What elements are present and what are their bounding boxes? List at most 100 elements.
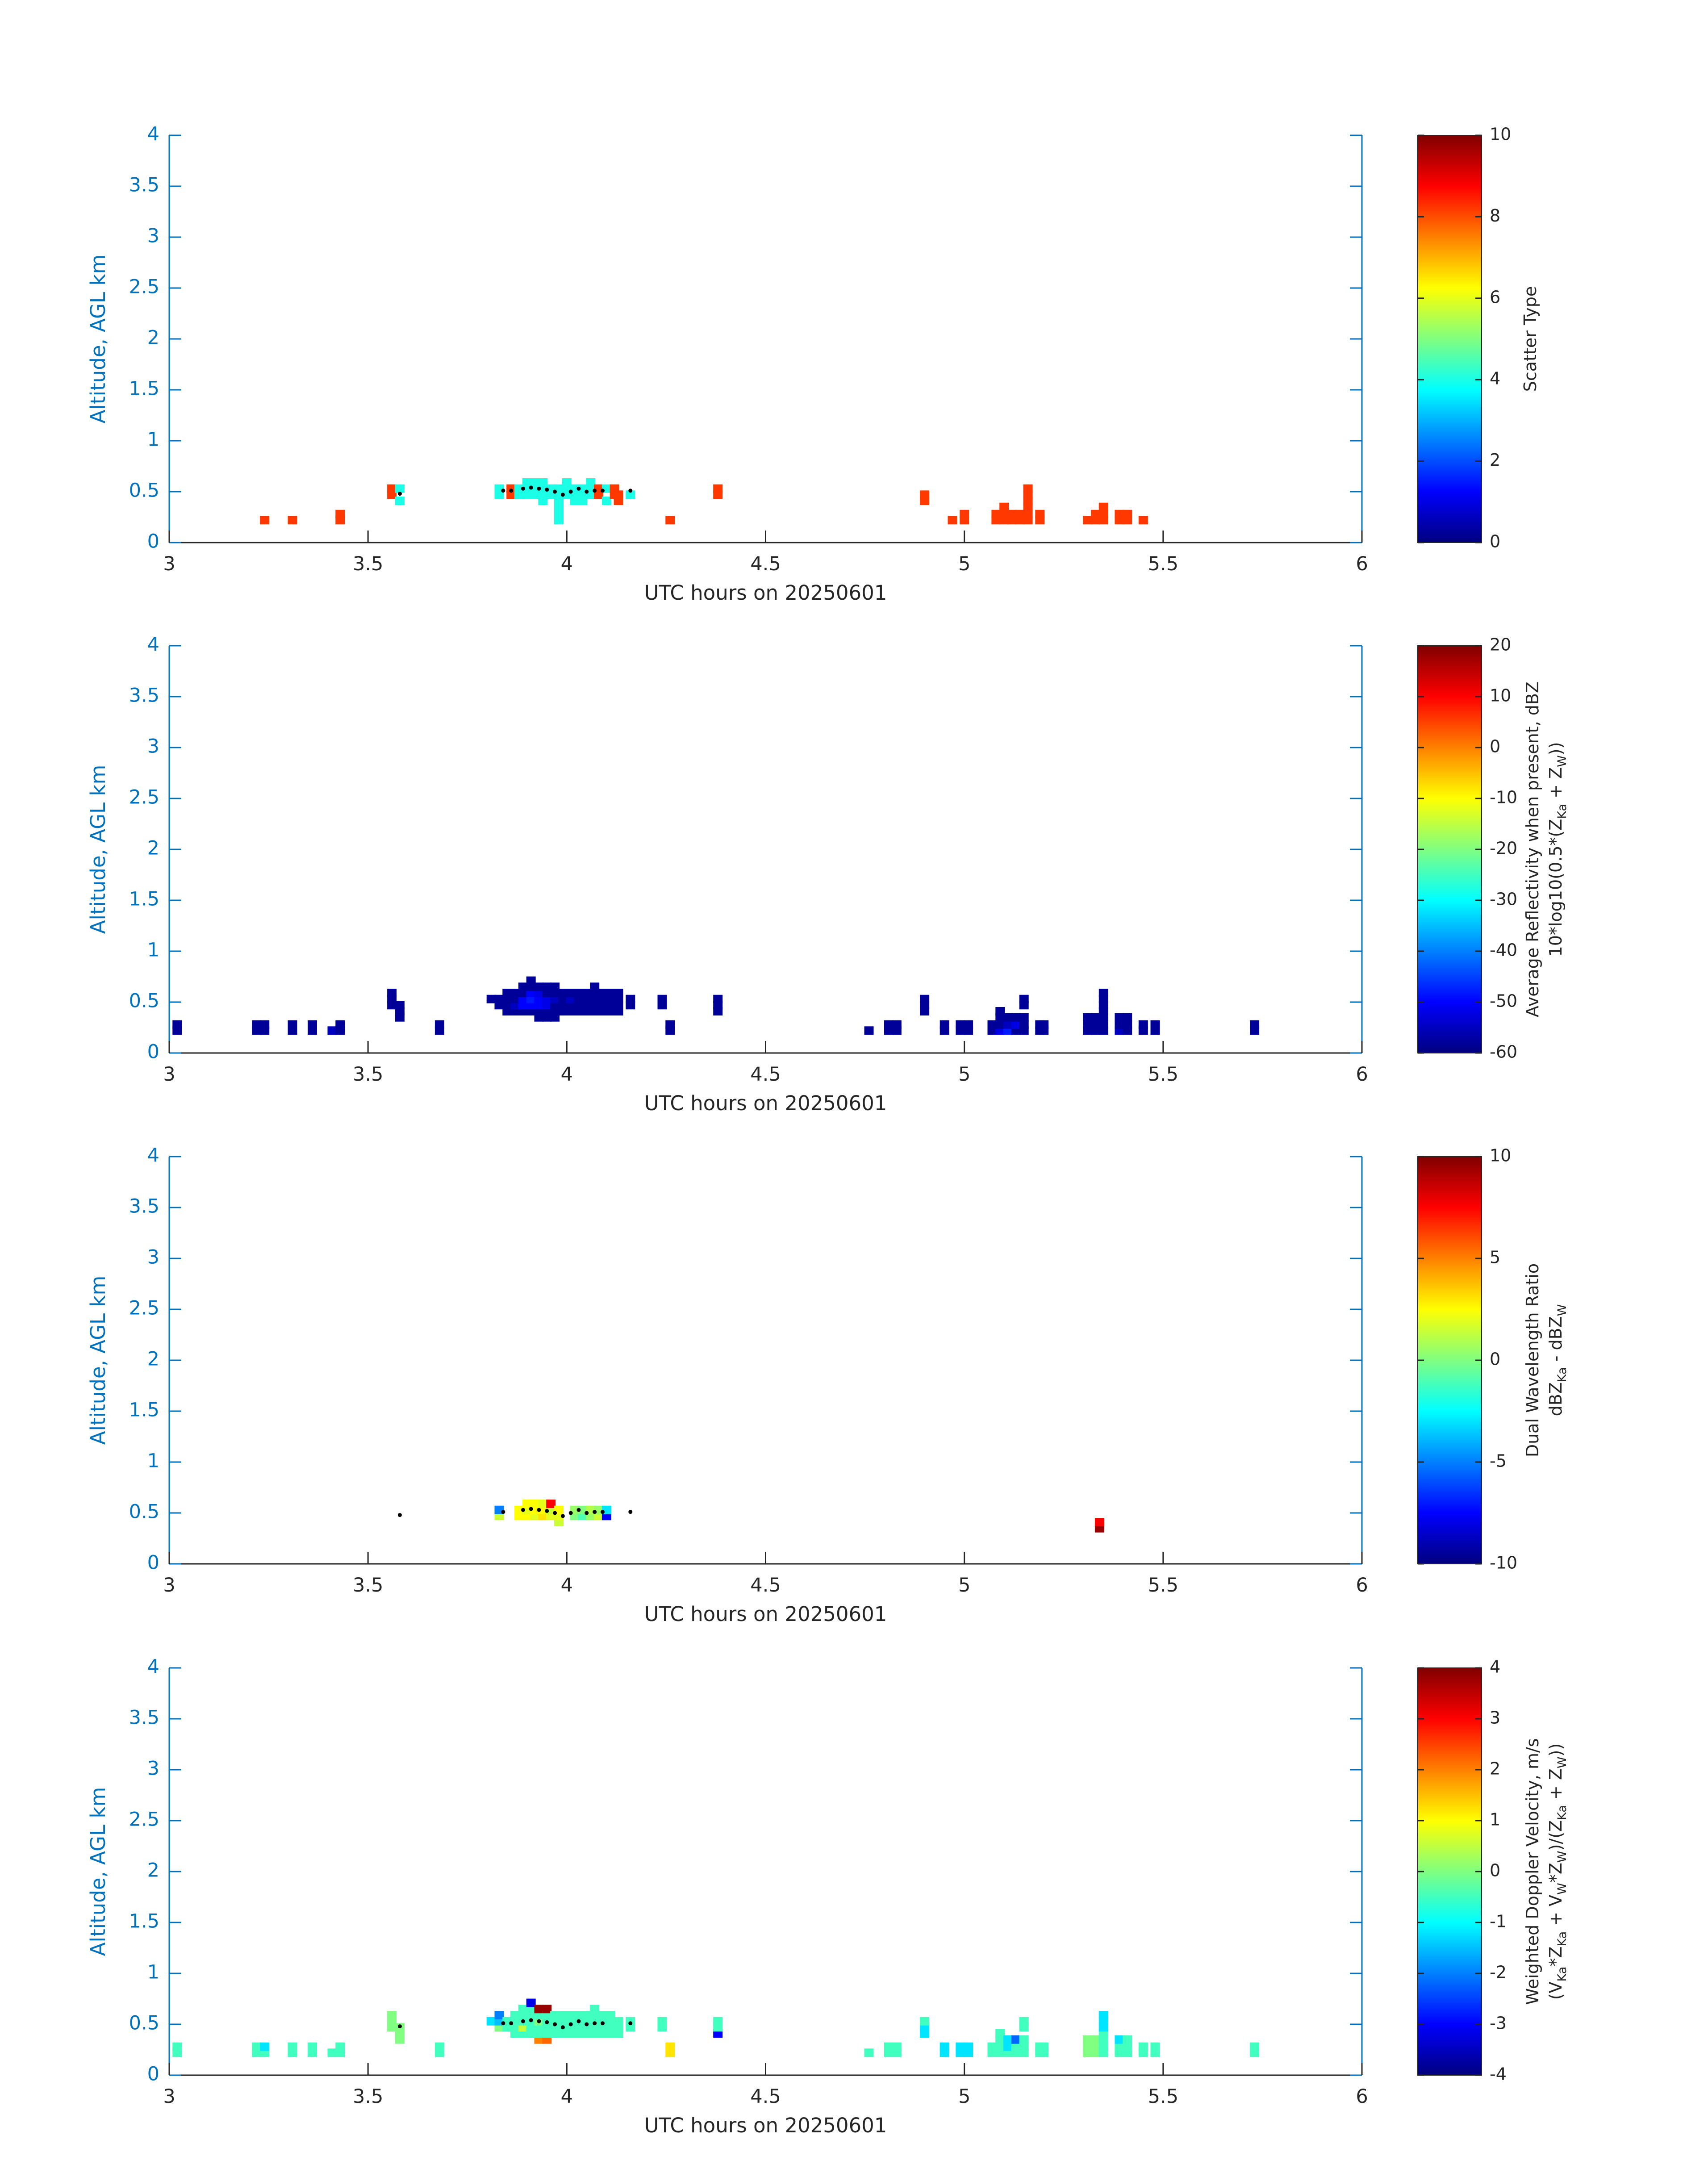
heatmap-cell (1138, 516, 1148, 525)
marker-point (560, 493, 565, 497)
formula-text: + Z (1546, 767, 1566, 804)
heatmap-cell (892, 2042, 902, 2051)
heatmap-cell (1023, 484, 1033, 493)
colorbar-tick-label: 0 (1490, 532, 1500, 552)
heatmap-cell (964, 1020, 973, 1029)
heatmap-cell (987, 1020, 997, 1029)
colorbar-label: Scatter Type (1520, 286, 1540, 392)
formula-subscript: W (1555, 755, 1569, 767)
heatmap-cell (518, 2005, 528, 2014)
heatmap-cells (172, 976, 1260, 1035)
heatmap-cell (1250, 1020, 1260, 1029)
heatmap-cell (940, 1020, 949, 1029)
heatmap-cell (1123, 1013, 1132, 1022)
y-axis-label: Altitude, AGL km (86, 255, 110, 424)
colorbar-gradient (1417, 1667, 1482, 2076)
y-tick-label: 2.5 (129, 786, 159, 809)
x-tick-label: 6 (1356, 1063, 1368, 1086)
heatmap-cell (940, 2042, 949, 2051)
heatmap-cell (252, 2042, 262, 2051)
heatmap-cell (1003, 1013, 1013, 1022)
heatmap-cell (327, 2048, 337, 2057)
x-tick-label: 5.5 (1148, 1063, 1178, 1086)
heatmap-cell (995, 2029, 1005, 2038)
y-tick-label: 3 (147, 735, 159, 758)
heatmap-cell (1123, 2035, 1132, 2044)
y-axis-label: Altitude, AGL km (86, 765, 110, 934)
marker-point (585, 1511, 589, 1515)
heatmap-cell (995, 1007, 1005, 1015)
y-tick-label: 3.5 (129, 1195, 159, 1218)
marker-point (585, 2022, 589, 2027)
colorbar-label-formula: (VKa*ZKa + VW*ZW)/(ZKa + ZW)) (1546, 1743, 1569, 2000)
marker-point (521, 2019, 525, 2023)
marker-point (560, 1514, 565, 1518)
heatmap-cell (526, 976, 536, 985)
heatmap-cell (1123, 1020, 1132, 1029)
heatmap-cell (1150, 2042, 1160, 2051)
heatmap-cell (1083, 1013, 1093, 1022)
heatmap-cell (956, 1020, 965, 1029)
heatmap-cell (713, 994, 723, 1003)
marker-point (585, 489, 589, 494)
colorbar-tick-label: 6 (1490, 287, 1500, 307)
heatmap-cell (530, 1500, 540, 1508)
colorbar-tick-label: -2 (1490, 1963, 1507, 1982)
heatmap-cell (1019, 1013, 1029, 1022)
heatmap-cells (172, 1998, 1260, 2057)
colorbar-tick-label: 5 (1490, 1248, 1500, 1267)
y-tick-label: 0.5 (129, 1501, 159, 1523)
heatmap-cell (999, 502, 1009, 511)
x-tick-label: 5.5 (1148, 1574, 1178, 1596)
marker-point (545, 487, 549, 492)
formula-text: + Z (1546, 1768, 1566, 1805)
y-tick-label: 4 (147, 123, 159, 146)
colorbar-tick-label: 10 (1490, 125, 1511, 144)
heatmap-cell (626, 490, 635, 499)
heatmap-cell (1035, 510, 1045, 518)
heatmap-cell (506, 490, 516, 499)
heatmap-cell (172, 2042, 182, 2051)
formula-subscript: Ka (1555, 804, 1569, 819)
panel-2: 0 0.5 1 1.5 2 2.5 3 3.5 4 3 3.5 4 4.5 5 5.5 6 UTC hours … (86, 634, 1569, 1116)
heatmap-cell (1091, 510, 1100, 518)
heatmap-cell (518, 982, 528, 991)
heatmap-cell (598, 2011, 607, 2019)
heatmap-cell (514, 484, 524, 493)
marker-point (593, 489, 597, 493)
heatmap-cell (1083, 516, 1093, 525)
heatmap-cell (590, 982, 600, 991)
formula-subscript: Ka (1555, 1931, 1569, 1947)
heatmap-cell (920, 2017, 930, 2026)
heatmap-cell (590, 2005, 600, 2014)
heatmap-cell (260, 1020, 270, 1029)
y-tick-label: 0 (147, 2063, 159, 2085)
colorbar-tick-label: 8 (1490, 206, 1500, 226)
y-tick-label: 2 (147, 1859, 159, 1882)
panel-1: 0 0.5 1 1.5 2 2.5 3 3.5 4 3 3.5 4 4.5 5 5.5 6 UTC hours … (86, 123, 1540, 605)
y-tick-label: 4 (147, 1656, 159, 1678)
y-tick-label: 2 (147, 1348, 159, 1371)
heatmap-cell (1098, 2042, 1108, 2051)
colorbar: -10 -5 0 5 10 Dual Wavelength Ratio dBZKa - dB… (1417, 1146, 1569, 1573)
marker-points (397, 1507, 633, 1518)
x-tick-label: 5 (958, 1574, 970, 1596)
y-tick-label: 0.5 (129, 480, 159, 502)
colorbar-tick-label: 4 (1490, 1657, 1500, 1677)
x-tick-label: 5 (958, 1063, 970, 1086)
heatmap-cell (892, 1020, 902, 1029)
heatmap-cell (546, 1500, 556, 1508)
x-tick-label: 4.5 (750, 553, 781, 575)
heatmap-cell (510, 989, 520, 997)
x-tick-label: 3 (163, 2085, 175, 2108)
heatmap-cell (657, 2017, 667, 2026)
colorbar-tick-label: -60 (1490, 1042, 1517, 1062)
heatmap-cell (502, 989, 512, 997)
heatmap-cell (1011, 2035, 1021, 2044)
heatmap-cell (960, 510, 969, 518)
y-tick-label: 3.5 (129, 685, 159, 707)
heatmap-cell (1115, 510, 1124, 518)
y-tick-label: 3 (147, 225, 159, 247)
formula-subscript: Ka (1555, 1967, 1569, 1982)
